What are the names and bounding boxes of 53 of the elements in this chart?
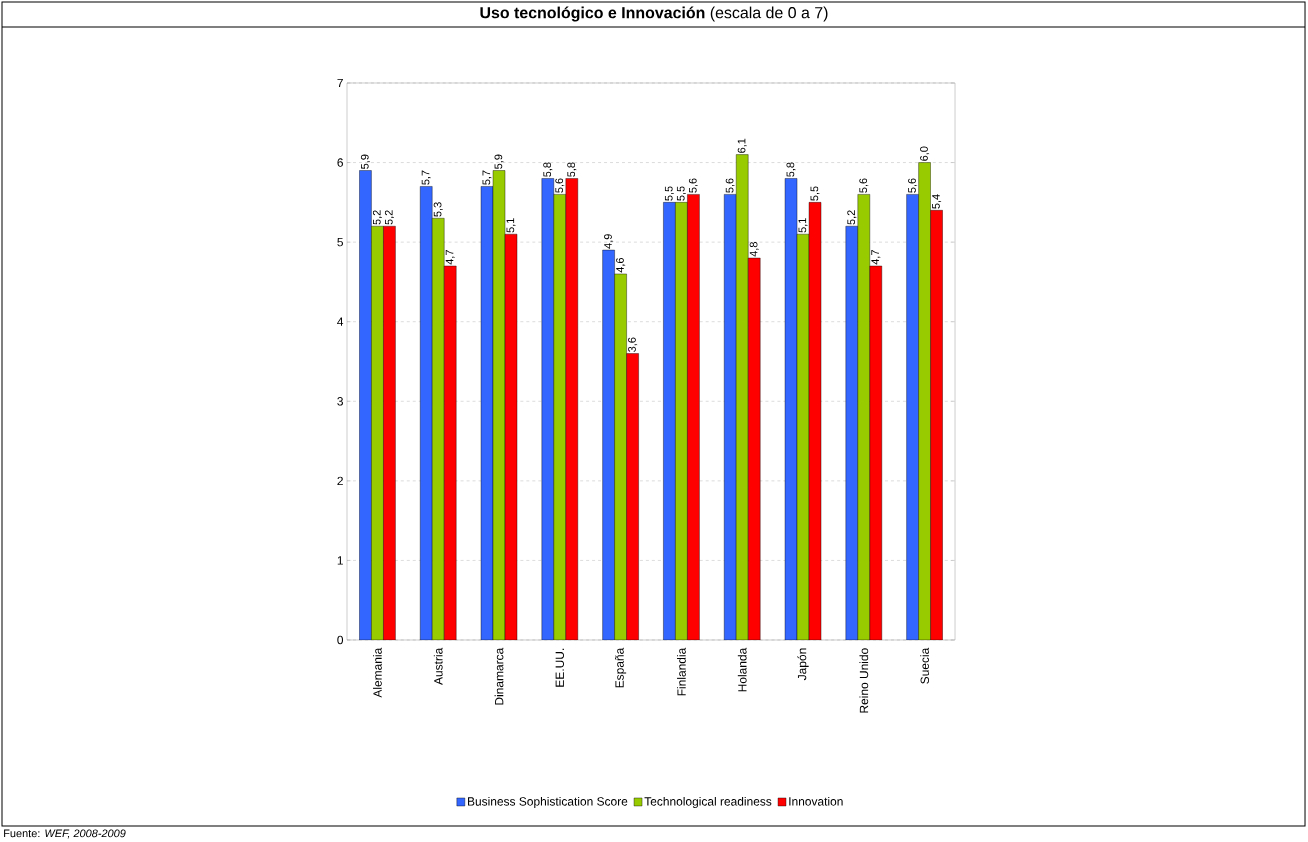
x-tick-label: Alemania [373,647,382,698]
y-tick-label: 6 [337,158,343,167]
data-label: 5,9 [494,154,504,169]
data-label: 5,3 [433,202,443,217]
data-label: 5,5 [664,186,674,201]
y-tick-label: 5 [337,237,343,247]
data-label: 5,8 [543,162,553,177]
data-label: 5,2 [847,210,857,225]
x-tick-label: Austria [433,647,443,685]
data-label: 5,6 [688,178,698,193]
data-label: 4,7 [871,250,881,265]
data-label: 4,6 [616,258,626,273]
legend-label: Business Sophistication Score [468,796,628,809]
data-label: 4,7 [445,250,455,265]
data-label: 5,6 [908,178,918,193]
data-label: 5,2 [384,210,394,225]
y-tick-label: 3 [337,397,343,406]
data-label: 5,9 [360,154,370,169]
data-label: 5,6 [555,178,565,193]
data-label: 4,8 [749,242,759,257]
y-tick-label: 0 [337,635,344,645]
data-label: 5,4 [932,194,942,209]
y-tick-label: 7 [337,78,343,88]
source-note: Fuente: WEF, 2008-2009 [4,829,126,839]
data-label: 3,6 [628,337,638,352]
legend-label: Technological readiness [644,796,772,809]
data-label: 6,1 [737,138,747,153]
legend-label: Innovation [789,796,843,806]
y-tick-label: 4 [337,317,344,326]
x-tick-label: Reino Unido [859,648,869,713]
data-label: 5,7 [482,170,492,185]
x-tick-label: Holanda [737,647,747,692]
y-tick-label: 1 [337,556,343,565]
x-tick-label: España [615,647,627,688]
y-tick-label: 2 [337,476,343,486]
data-label: 6,0 [920,146,930,161]
data-label: 5,1 [798,218,808,233]
data-label: 5,5 [810,186,820,201]
data-label: 5,7 [421,170,431,185]
x-tick-label: Dinamarca [494,647,504,705]
x-tick-label: EE.UU. [555,648,564,687]
data-label: 5,5 [676,186,686,201]
data-label: 5,8 [786,162,796,177]
x-tick-label: Japón [797,648,809,681]
data-label: 4,9 [604,234,614,249]
chart-title: Uso tecnológico e Innovación (escala de 0 a 7) [480,6,828,22]
data-label: 5,2 [372,210,382,225]
data-label: 5,1 [506,218,516,233]
data-label: 5,6 [859,178,869,193]
x-tick-label: Finlandia [677,647,686,696]
data-label: 5,8 [567,162,577,177]
x-tick-label: Suecia [920,647,929,684]
data-label: 5,6 [725,178,735,193]
